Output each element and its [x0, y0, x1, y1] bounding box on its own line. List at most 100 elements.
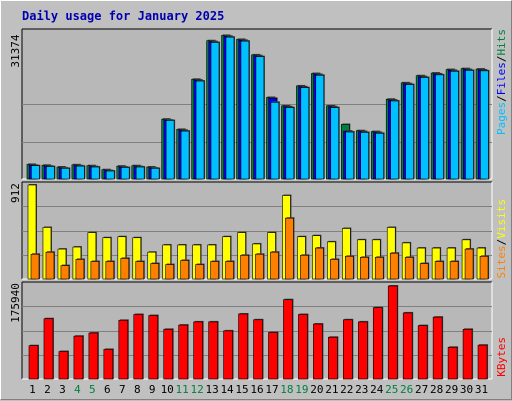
bar-visits-day-8: [135, 261, 145, 280]
bar-pages-day-26: [405, 84, 414, 180]
x-tick-label: 5: [89, 383, 96, 396]
x-tick-label: 15: [235, 383, 248, 396]
bar-visits-day-21: [330, 259, 339, 280]
bar-visits-day-2: [45, 251, 55, 280]
bar-visits-day-7: [120, 258, 130, 280]
chart-title: Daily usage for January 2025: [22, 9, 224, 23]
x-tick-label: 21: [325, 383, 338, 396]
bar-visits-day-15: [240, 254, 249, 280]
bar-kbytes-day-9: [148, 315, 159, 380]
bar-kbytes-day-22: [343, 319, 353, 380]
bar-visits-day-25: [389, 252, 399, 280]
x-tick-label: 19: [295, 383, 308, 396]
bar-pages-day-29: [450, 71, 459, 180]
bar-pages-day-8: [135, 166, 145, 180]
x-tick-label: 24: [370, 383, 384, 396]
x-tick-label: 14: [220, 383, 234, 396]
bar-pages-day-21: [330, 107, 340, 180]
panel-1-series-label: Pages/Files/Hits: [495, 29, 508, 135]
bar-visits-day-23: [359, 257, 369, 280]
bar-pages-day-23: [360, 132, 369, 180]
bar-kbytes-day-23: [357, 321, 368, 380]
bar-pages-day-5: [90, 166, 100, 180]
bar-pages-day-1: [31, 165, 40, 180]
bar-visits-day-30: [464, 248, 474, 280]
x-tick-label: 6: [104, 383, 111, 396]
x-tick-label: 22: [340, 383, 353, 396]
x-tick-label: 9: [149, 383, 156, 396]
x-tick-label: 3: [59, 383, 66, 396]
bar-pages-day-20: [315, 74, 325, 180]
x-tick-label: 8: [134, 383, 141, 396]
bar-visits-day-17: [270, 251, 279, 280]
bar-kbytes-day-30: [462, 329, 473, 380]
bar-visits-day-1: [30, 253, 40, 280]
bar-kbytes-day-1: [28, 345, 39, 380]
series-label-sites: Sites: [495, 245, 508, 278]
bar-visits-day-26: [404, 257, 414, 280]
bar-visits-day-11: [180, 260, 189, 280]
bar-pages-day-28: [435, 74, 444, 180]
bar-pages-day-9: [150, 168, 160, 180]
bar-pages-day-15: [240, 40, 250, 180]
bar-kbytes-day-11: [178, 324, 188, 380]
x-tick-label: 4: [74, 383, 81, 396]
bar-pages-day-16: [255, 56, 265, 180]
bar-visits-day-3: [60, 265, 70, 280]
x-tick-label: 17: [265, 383, 278, 396]
bar-visits-day-22: [345, 256, 354, 280]
bar-visits-day-12: [195, 264, 204, 280]
series-label-files: Files: [495, 62, 508, 95]
bar-visits-day-4: [75, 259, 85, 280]
bar-pages-day-19: [300, 87, 310, 180]
bar-kbytes-day-2: [43, 318, 54, 380]
bar-kbytes-day-12: [193, 321, 203, 380]
bar-visits-day-18: [285, 217, 294, 280]
bar-visits-day-13: [210, 261, 219, 280]
x-tick-label: 18: [280, 383, 293, 396]
bar-visits-day-19: [300, 254, 309, 280]
bar-pages-day-27: [420, 77, 429, 180]
bar-visits-day-14: [225, 261, 234, 280]
panel-3-ymax-label: 175940: [9, 283, 22, 323]
x-tick-label: 31: [475, 383, 488, 396]
bar-pages-day-14: [225, 36, 235, 180]
x-tick-label: 20: [310, 383, 323, 396]
bar-kbytes-day-7: [118, 320, 129, 380]
bar-pages-day-17: [270, 102, 280, 180]
x-tick-label: 30: [460, 383, 473, 396]
bar-kbytes-day-21: [328, 336, 338, 380]
bar-visits-day-5: [90, 261, 100, 280]
series-label-visits: Visits: [495, 199, 508, 239]
bar-kbytes-day-14: [223, 330, 233, 380]
bar-pages-day-3: [61, 168, 70, 180]
bar-pages-day-31: [480, 70, 489, 180]
bar-kbytes-day-31: [477, 344, 488, 380]
bar-kbytes-day-25: [387, 285, 398, 380]
bar-visits-day-29: [449, 261, 459, 280]
bar-kbytes-day-6: [103, 349, 114, 380]
bar-kbytes-day-15: [238, 313, 248, 380]
series-separator: /: [495, 239, 508, 246]
bar-visits-day-10: [165, 264, 175, 280]
x-tick-label: 10: [161, 383, 174, 396]
bar-kbytes-day-17: [268, 332, 278, 380]
x-tick-label: 25: [385, 383, 398, 396]
x-tick-label: 12: [191, 383, 204, 396]
x-tick-label: 2: [44, 383, 51, 396]
bar-kbytes-day-18: [283, 299, 293, 380]
bar-pages-day-11: [180, 130, 190, 180]
bar-kbytes-day-26: [402, 312, 413, 380]
bar-visits-day-16: [255, 253, 264, 280]
bar-kbytes-day-10: [163, 329, 174, 380]
bar-kbytes-day-27: [417, 325, 428, 380]
series-separator: /: [495, 56, 508, 63]
series-separator: /: [495, 95, 508, 102]
bar-kbytes-day-19: [298, 314, 308, 380]
bar-kbytes-day-5: [88, 332, 99, 380]
bar-kbytes-day-24: [372, 307, 383, 380]
bar-visits-day-27: [419, 263, 429, 280]
bar-kbytes-day-8: [133, 314, 144, 380]
bar-pages-day-30: [465, 70, 474, 180]
